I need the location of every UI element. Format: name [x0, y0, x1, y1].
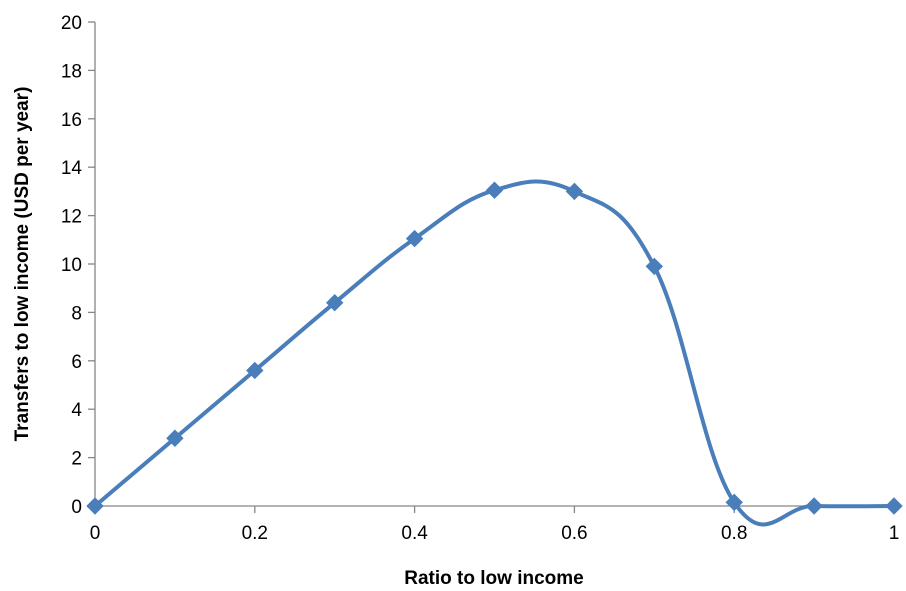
y-ticks: 0 2 4 6 8 10 12 14 16 18 20	[61, 13, 95, 518]
data-point	[485, 181, 504, 199]
x-tick-label: 0.4	[401, 523, 428, 544]
axes	[94, 22, 894, 507]
x-axis-title: Ratio to low income	[404, 568, 583, 589]
data-point	[885, 497, 903, 515]
x-ticks: 0 0.2 0.4 0.6 0.8 1	[90, 506, 900, 544]
data-point	[166, 429, 184, 447]
data-point	[565, 182, 584, 201]
y-tick-label: 20	[61, 13, 82, 34]
y-tick-label: 10	[61, 255, 82, 276]
y-tick-label: 4	[71, 400, 82, 421]
data-point	[805, 497, 823, 515]
y-tick-label: 2	[71, 449, 82, 470]
series-line	[93, 179, 896, 527]
y-tick-label: 16	[61, 110, 82, 131]
y-tick-label: 6	[71, 352, 82, 373]
y-axis-title: Transfers to low income (USD per year)	[12, 87, 33, 442]
data-point	[86, 497, 104, 515]
y-tick-label: 12	[61, 207, 82, 228]
series-layer	[86, 179, 903, 527]
data-point	[405, 229, 424, 248]
x-tick-label: 0	[90, 523, 101, 544]
x-tick-label: 0.6	[561, 523, 587, 544]
y-tick-label: 18	[61, 61, 82, 82]
x-tick-label: 0.8	[721, 523, 747, 544]
x-tick-label: 0.2	[242, 523, 268, 544]
data-point	[246, 361, 264, 380]
data-point	[645, 257, 664, 276]
x-tick-label: 1	[889, 523, 900, 544]
data-point	[725, 493, 743, 512]
data-point	[325, 294, 344, 312]
y-tick-label: 14	[61, 158, 83, 179]
y-tick-label: 8	[71, 303, 82, 324]
y-tick-label: 0	[71, 497, 82, 518]
